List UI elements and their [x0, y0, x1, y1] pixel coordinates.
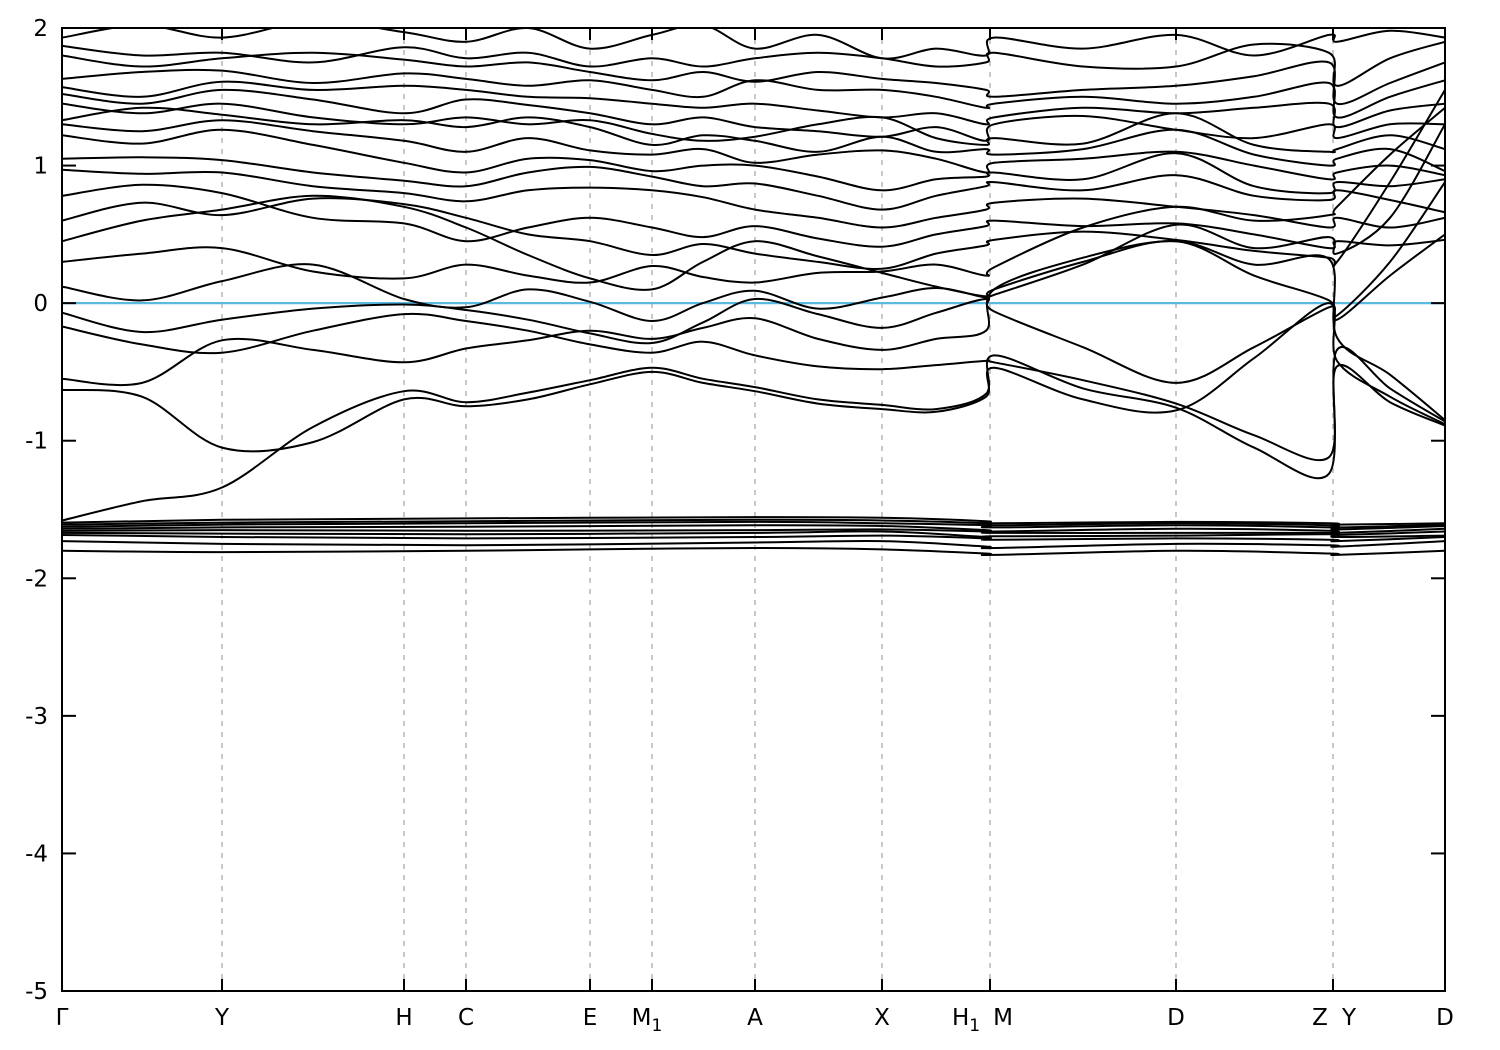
x-tick-label: H [395, 1005, 412, 1031]
x-tick-label: H1 [952, 1005, 980, 1036]
x-tick-label: Y [1341, 1005, 1357, 1031]
axis-labels: 210-1-2-3-4-5Γ Y H C E M1 A X H1 M D Z Y D [25, 16, 1454, 1036]
energy-band-line [62, 520, 1445, 531]
energy-band-line [62, 156, 1445, 214]
energy-band-line [62, 312, 1445, 462]
plot-border [61, 27, 1446, 992]
energy-band-line [62, 28, 1445, 60]
x-tick-label: C [458, 1005, 474, 1031]
energy-band-line [62, 346, 1445, 522]
energy-band-line [62, 80, 1445, 129]
energy-band-line [62, 102, 1445, 154]
energy-band-line [62, 106, 1445, 284]
energy-band-line [62, 547, 1445, 557]
energy-band-line [62, 302, 1445, 453]
energy-band-line [62, 516, 1445, 526]
energy-band-line [62, 524, 1445, 534]
x-tick-label: Z [1312, 1005, 1328, 1031]
y-tick-label: 2 [33, 16, 48, 42]
energy-band-line [62, 119, 1445, 181]
energy-band-line [62, 168, 1445, 229]
energy-band-line [62, 128, 1445, 195]
y-tick-label: -3 [25, 704, 48, 730]
energy-band-line [62, 528, 1445, 537]
energy-band-line [62, 88, 1445, 142]
x-tick-label: D [1167, 1005, 1185, 1031]
x-tick-label: E [583, 1005, 598, 1031]
energy-band-line [62, 539, 1445, 550]
energy-band-line [62, 40, 1445, 87]
energy-band-line [62, 51, 1445, 106]
energy-band-line [62, 518, 1445, 529]
axes [61, 27, 1446, 992]
energy-band-line [62, 181, 1445, 384]
energy-band-line [62, 68, 1445, 119]
energy-band-line [62, 194, 1445, 322]
grid-lines [221, 28, 1334, 991]
energy-band-line [62, 106, 1445, 173]
x-tick-label: A [747, 1005, 763, 1031]
x-tick-label: M [993, 1005, 1013, 1031]
x-tick-label: Y [214, 1005, 230, 1031]
band-lines [62, 28, 1445, 557]
x-tick-label: Γ [56, 1005, 69, 1031]
y-tick-label: 1 [33, 154, 48, 180]
x-tick-label: M1 [632, 1005, 663, 1036]
energy-band-line [62, 123, 1445, 323]
energy-band-line [62, 88, 1445, 270]
y-tick-label: 0 [33, 291, 48, 317]
y-tick-label: -5 [25, 979, 48, 1005]
energy-band-line [62, 530, 1445, 539]
x-tick-label: X [874, 1005, 890, 1031]
energy-band-line [62, 183, 1445, 250]
y-tick-label: -2 [25, 566, 48, 592]
energy-band-line [62, 240, 1445, 422]
y-tick-label: -1 [25, 429, 48, 455]
x-tick-label: D [1436, 1005, 1454, 1031]
y-tick-label: -4 [25, 841, 48, 867]
energy-band-line [62, 533, 1445, 543]
